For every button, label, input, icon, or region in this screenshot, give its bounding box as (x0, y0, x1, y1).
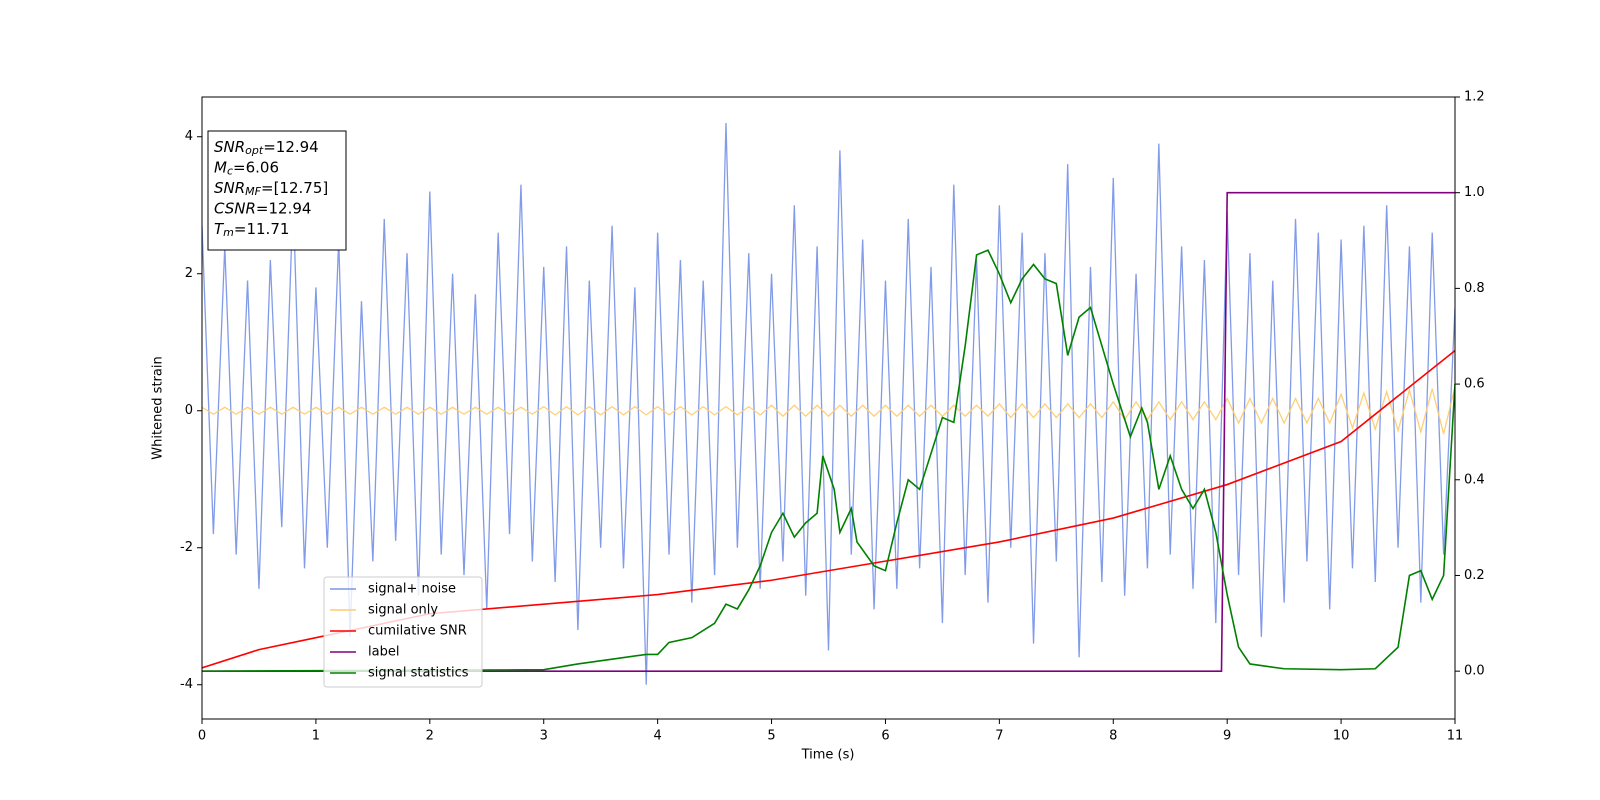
info-base: T (214, 220, 225, 238)
info-value: =11.71 (234, 220, 290, 238)
y2-tick-label: 0.2 (1464, 568, 1485, 583)
series-line (202, 123, 1455, 685)
info-line: CSNR=12.94 (214, 199, 311, 217)
info-base: CSNR (214, 199, 256, 217)
x-axis-label: Time (s) (801, 748, 855, 763)
series-line (202, 191, 1455, 672)
legend-label: label (368, 645, 399, 660)
info-base: M (214, 158, 227, 176)
y-axis-label: Whitened strain (151, 356, 166, 459)
legend-label: signal only (368, 603, 438, 618)
y2-tick-label: 0.0 (1464, 664, 1485, 679)
y2-tick-label: 1.0 (1464, 185, 1485, 200)
legend-label: signal+ noise (368, 582, 456, 597)
x-tick-label: 7 (995, 729, 1003, 744)
y-tick-label: 2 (185, 266, 193, 281)
info-value: =12.94 (263, 138, 319, 156)
x-tick-label: 2 (426, 729, 434, 744)
y2-tick-label: 1.2 (1464, 90, 1485, 105)
series-line (202, 349, 1455, 669)
info-value: =12.94 (256, 199, 312, 217)
y2-tick-label: 0.4 (1464, 472, 1485, 487)
series-line (202, 386, 1455, 435)
y-tick-label: 0 (185, 403, 193, 418)
x-tick-label: 9 (1223, 729, 1231, 744)
info-line: SNRopt=12.94 (214, 138, 319, 158)
x-tick-label: 10 (1333, 729, 1350, 744)
info-line: Tm=11.71 (214, 220, 289, 240)
info-sub: MF (245, 185, 261, 198)
info-sub: m (223, 226, 234, 239)
x-tick-label: 11 (1447, 729, 1464, 744)
info-box (207, 130, 347, 251)
x-tick-label: 1 (312, 729, 320, 744)
info-sub: c (227, 165, 233, 178)
y-tick-label: -4 (180, 677, 193, 692)
x-tick-label: 3 (540, 729, 548, 744)
x-tick-label: 4 (653, 729, 661, 744)
y2-tick-label: 0.8 (1464, 281, 1485, 296)
info-base: SNR (214, 179, 245, 197)
x-tick-label: 5 (767, 729, 775, 744)
info-value: =[12.75] (261, 179, 328, 197)
info-value: =6.06 (233, 158, 279, 176)
x-tick-label: 8 (1109, 729, 1117, 744)
y-tick-label: -2 (180, 540, 193, 555)
legend-box (323, 576, 483, 688)
info-base: SNR (214, 138, 245, 156)
info-sub: opt (245, 144, 264, 157)
info-line: Mc=6.06 (214, 158, 279, 178)
x-tick-label: 6 (881, 729, 889, 744)
series-line (202, 249, 1455, 672)
y-tick-label: 4 (185, 129, 193, 144)
legend-label: signal statistics (368, 666, 469, 681)
info-line: SNRMF=[12.75] (214, 179, 328, 199)
legend-label: cumilative SNR (368, 624, 467, 639)
x-tick-label: 0 (198, 729, 206, 744)
y2-tick-label: 0.6 (1464, 377, 1485, 392)
plot-area (202, 123, 1455, 685)
axes-frame (201, 96, 1456, 720)
